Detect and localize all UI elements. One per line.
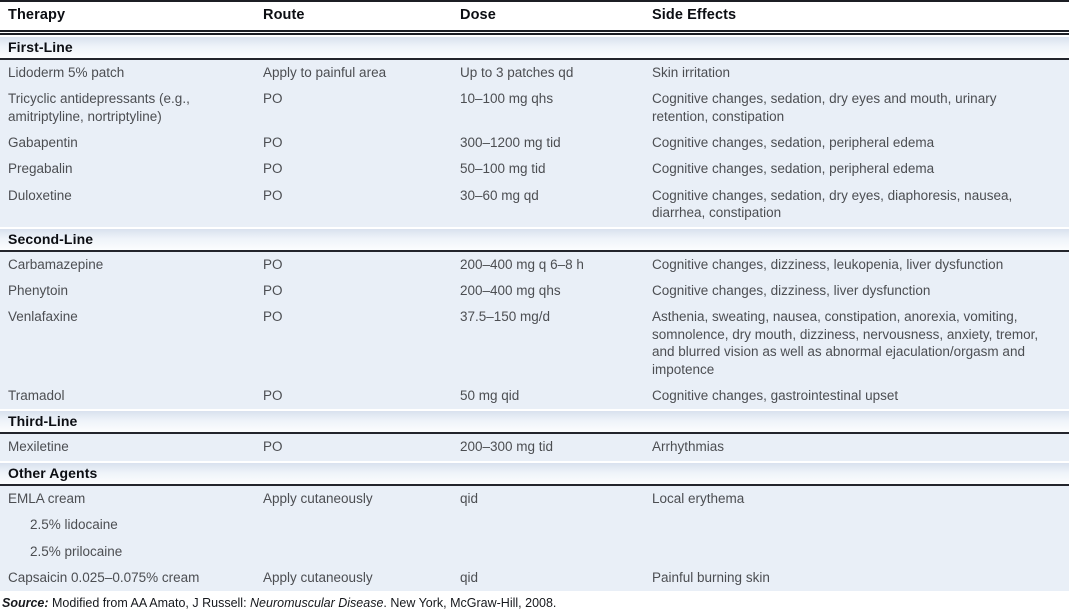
dose-cell: 10–100 mg qhs [460,91,554,107]
table-row: Phenytoin PO 200–400 mg qhs Cognitive ch… [0,278,1069,304]
dose-cell: qid [460,490,479,506]
section-header-first-line: First-Line [0,34,1069,60]
therapy-table: Therapy Route Dose Side Effects First-Li… [0,0,1069,592]
side-effects-cell: Cognitive changes, sedation, dry eyes an… [652,91,997,124]
route-cell: PO [263,134,283,150]
dose-cell: 30–60 mg qd [460,187,539,203]
column-header-row: Therapy Route Dose Side Effects [0,2,1069,30]
therapy-cell: Tricyclic antidepressants (e.g., amitrip… [8,91,190,124]
therapy-name: EMLA cream [8,490,86,506]
table-row: Lidoderm 5% patch Apply to painful area … [0,60,1069,86]
therapy-cell: Tramadol [8,387,65,403]
section-header-other-agents: Other Agents [0,460,1069,486]
section-rows-first-line: Lidoderm 5% patch Apply to painful area … [0,59,1069,227]
section-label: Second-Line [8,230,94,247]
side-effects-cell: Cognitive changes, gastrointestinal upse… [652,387,899,403]
therapy-component: 2.5% prilocaine [30,543,123,559]
table-row: Capsaicin 0.025–0.075% cream Apply cutan… [0,565,1069,591]
therapy-cell: Phenytoin [8,282,69,298]
section-rows-third-line: Mexiletine PO 200–300 mg tid Arrhythmias [0,434,1069,461]
route-cell: PO [263,387,283,403]
dose-cell: 37.5–150 mg/d [460,309,551,325]
route-cell: PO [263,309,283,325]
route-cell: Apply cutaneously [263,570,373,586]
section-label: First-Line [8,38,73,55]
table-row: Duloxetine PO 30–60 mg qd Cognitive chan… [0,183,1069,227]
table-row: Tricyclic antidepressants (e.g., amitrip… [0,86,1069,130]
section-label: Other Agents [8,464,98,481]
section-header-second-line: Second-Line [0,226,1069,252]
section-rows-second-line: Carbamazepine PO 200–400 mg q 6–8 h Cogn… [0,251,1069,410]
route-cell: Apply cutaneously [263,490,373,506]
route-cell: Apply to painful area [263,64,387,80]
header-double-rule [0,29,1069,35]
table-row: Gabapentin PO 300–1200 mg tid Cognitive … [0,130,1069,156]
source-text-after-title: . New York, McGraw-Hill, 2008. [383,596,557,611]
table-row: Venlafaxine PO 37.5–150 mg/d Asthenia, s… [0,304,1069,383]
therapy-cell: EMLA cream 2.5% lidocaine 2.5% prilocain… [0,490,255,560]
side-effects-cell: Painful burning skin [652,570,770,586]
source-note: Source: Modified from AA Amato, J Russel… [0,591,1069,612]
side-effects-cell: Local erythema [652,490,745,506]
therapy-cell: Venlafaxine [8,309,78,325]
therapy-cell: Pregabalin [8,161,73,177]
therapy-cell: Mexiletine [8,439,69,455]
side-effects-cell: Cognitive changes, dizziness, liver dysf… [652,282,931,298]
side-effects-cell: Cognitive changes, sedation, peripheral … [652,134,935,150]
table-row: Carbamazepine PO 200–400 mg q 6–8 h Cogn… [0,252,1069,278]
source-text-before-title: Modified from AA Amato, J Russell: [48,596,251,611]
side-effects-cell: Arrhythmias [652,439,725,455]
therapy-cell: Capsaicin 0.025–0.075% cream [8,570,200,586]
table-row: Mexiletine PO 200–300 mg tid Arrhythmias [0,434,1069,460]
side-effects-cell: Skin irritation [652,64,731,80]
dose-cell: 300–1200 mg tid [460,134,561,150]
side-effects-cell: Cognitive changes, sedation, dry eyes, d… [652,187,1013,221]
source-label: Source: [2,596,49,611]
therapy-cell: Lidoderm 5% patch [8,64,125,80]
dose-cell: 50–100 mg tid [460,161,546,177]
route-cell: PO [263,439,283,455]
dose-cell: 200–400 mg qhs [460,282,561,298]
column-header-dose: Dose [460,7,496,23]
dose-cell: 200–400 mg q 6–8 h [460,256,584,272]
column-header-therapy: Therapy [8,7,66,23]
dose-cell: 200–300 mg tid [460,439,554,455]
section-label: Third-Line [8,413,78,430]
route-cell: PO [263,256,283,272]
section-header-third-line: Third-Line [0,409,1069,435]
column-header-route: Route [263,7,305,23]
therapy-component: 2.5% lidocaine [30,517,118,533]
route-cell: PO [263,161,283,177]
side-effects-cell: Cognitive changes, dizziness, leukopenia… [652,256,1004,272]
section-rows-other-agents: EMLA cream 2.5% lidocaine 2.5% prilocain… [0,485,1069,592]
table-row: EMLA cream 2.5% lidocaine 2.5% prilocain… [0,486,1069,565]
side-effects-cell: Asthenia, sweating, nausea, constipation… [652,309,1039,377]
table-row: Pregabalin PO 50–100 mg tid Cognitive ch… [0,156,1069,182]
side-effects-cell: Cognitive changes, sedation, peripheral … [652,161,935,177]
route-cell: PO [263,187,283,203]
therapy-cell: Duloxetine [8,187,72,203]
dose-cell: qid [460,570,479,586]
route-cell: PO [263,91,283,107]
source-book-title: Neuromuscular Disease [250,596,384,611]
therapy-cell: Carbamazepine [8,256,104,272]
dose-cell: Up to 3 patches qd [460,64,574,80]
route-cell: PO [263,282,283,298]
table-row: Tramadol PO 50 mg qid Cognitive changes,… [0,383,1069,409]
dose-cell: 50 mg qid [460,387,520,403]
column-header-side-effects: Side Effects [652,7,737,23]
therapy-cell: Gabapentin [8,134,78,150]
